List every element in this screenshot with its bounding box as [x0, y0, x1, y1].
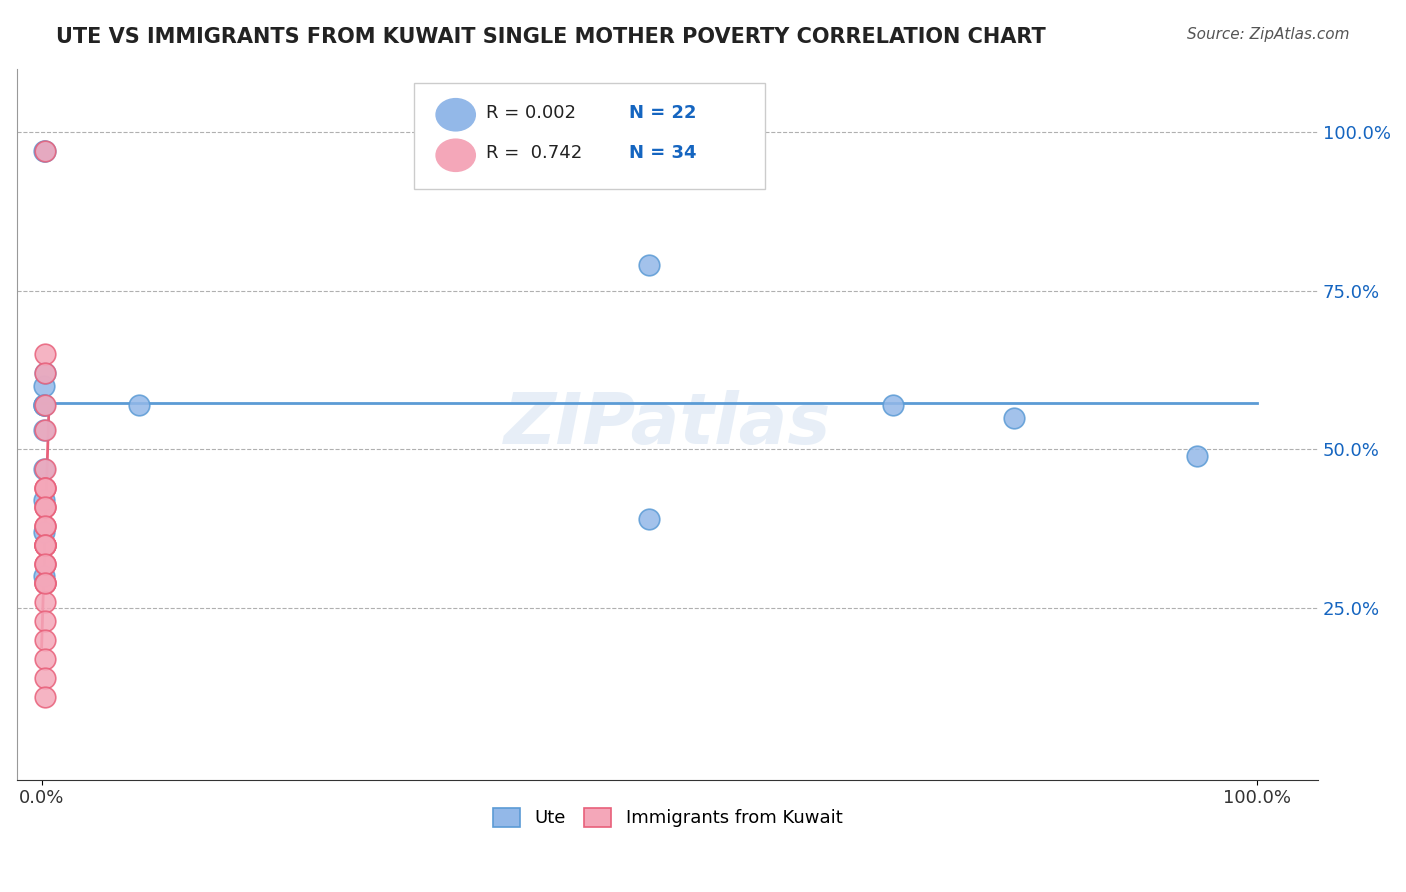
- Point: [34, 538, 56, 552]
- Point: [34, 500, 56, 514]
- Point: [128, 398, 150, 412]
- Point: [34, 538, 56, 552]
- Point: [34, 575, 56, 590]
- Text: N = 22: N = 22: [628, 103, 696, 121]
- Point: [34, 398, 56, 412]
- Point: [34, 144, 56, 158]
- Point: [34, 500, 56, 514]
- Text: N = 34: N = 34: [628, 145, 696, 162]
- Point: [34, 652, 56, 666]
- Point: [34, 575, 56, 590]
- Point: [34, 144, 56, 158]
- Text: UTE VS IMMIGRANTS FROM KUWAIT SINGLE MOTHER POVERTY CORRELATION CHART: UTE VS IMMIGRANTS FROM KUWAIT SINGLE MOT…: [56, 27, 1046, 46]
- Point: [32, 569, 55, 583]
- Point: [32, 379, 55, 393]
- Point: [34, 557, 56, 571]
- Point: [1002, 410, 1025, 425]
- FancyBboxPatch shape: [415, 83, 765, 189]
- Point: [882, 398, 904, 412]
- Point: [34, 518, 56, 533]
- Point: [32, 398, 55, 412]
- Point: [34, 366, 56, 380]
- Point: [34, 614, 56, 628]
- Point: [34, 690, 56, 704]
- Point: [32, 524, 55, 539]
- Point: [34, 518, 56, 533]
- Point: [638, 512, 661, 526]
- Point: [32, 424, 55, 438]
- Point: [34, 424, 56, 438]
- Point: [34, 500, 56, 514]
- Point: [34, 595, 56, 609]
- Point: [34, 538, 56, 552]
- Point: [34, 481, 56, 495]
- Point: [34, 538, 56, 552]
- Ellipse shape: [436, 139, 475, 171]
- Point: [1185, 449, 1208, 463]
- Text: Source: ZipAtlas.com: Source: ZipAtlas.com: [1187, 27, 1350, 42]
- Legend: Ute, Immigrants from Kuwait: Ute, Immigrants from Kuwait: [486, 801, 849, 835]
- Point: [34, 347, 56, 361]
- Point: [34, 671, 56, 685]
- Point: [34, 461, 56, 475]
- Point: [32, 398, 55, 412]
- Point: [34, 557, 56, 571]
- Point: [34, 366, 56, 380]
- Point: [34, 518, 56, 533]
- Text: R = 0.002: R = 0.002: [485, 103, 575, 121]
- Point: [34, 538, 56, 552]
- Point: [638, 258, 661, 272]
- Point: [34, 481, 56, 495]
- Point: [34, 575, 56, 590]
- Point: [32, 461, 55, 475]
- Point: [32, 493, 55, 508]
- Point: [34, 481, 56, 495]
- Text: R =  0.742: R = 0.742: [485, 145, 582, 162]
- Point: [34, 557, 56, 571]
- Point: [32, 144, 55, 158]
- Point: [34, 538, 56, 552]
- Text: ZIPatlas: ZIPatlas: [503, 390, 831, 458]
- Point: [34, 575, 56, 590]
- Ellipse shape: [436, 99, 475, 131]
- Point: [32, 398, 55, 412]
- Point: [34, 632, 56, 647]
